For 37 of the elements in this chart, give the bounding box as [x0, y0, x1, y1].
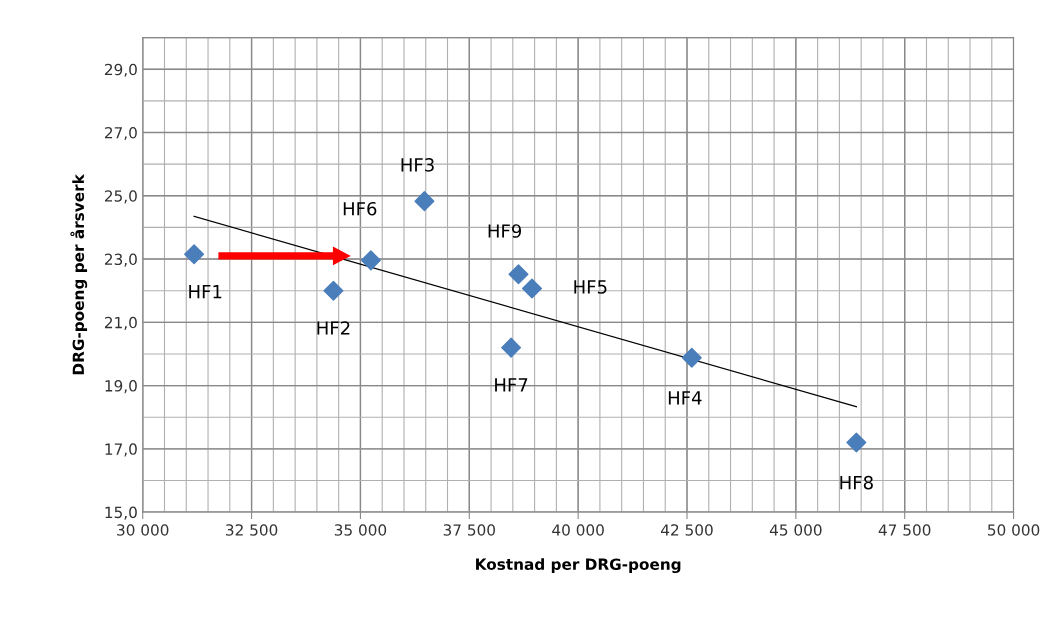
annotation: HF1 — [189, 285, 222, 299]
x-tick-label: 32 500 — [226, 524, 278, 536]
y-tick-label: 17,0 — [105, 443, 137, 457]
y-axis-title: DRG-poeng per årsverk — [70, 173, 88, 375]
annotation: HF2 — [317, 321, 350, 335]
point — [184, 244, 205, 265]
y-tick-label: 21,0 — [104, 316, 137, 330]
point — [501, 337, 522, 358]
x-tick-label: 35 000 — [334, 524, 387, 536]
x-axis-title: Kostnad per DRG-poeng — [476, 558, 681, 574]
annotation: HF8 — [840, 475, 873, 490]
point — [323, 280, 344, 301]
point — [414, 191, 435, 212]
annotation: HF5 — [574, 280, 607, 294]
y-tick-label: 23,0 — [104, 253, 137, 267]
annotation: HF6 — [343, 201, 377, 216]
annotation: HF7 — [495, 378, 528, 392]
annotation: HF4 — [668, 391, 702, 405]
y-tick-label: 29,0 — [104, 63, 137, 77]
x-tick-label: 45 000 — [769, 524, 822, 536]
point — [521, 278, 543, 299]
x-tick-label: 47 500 — [878, 524, 931, 536]
y-tick-label: 19,0 — [105, 380, 137, 394]
x-tick-label: 50 000 — [988, 524, 1040, 536]
annotation: HF3 — [401, 158, 434, 172]
y-tick-label: 25,0 — [104, 190, 137, 204]
point — [681, 347, 702, 368]
x-tick-label: 42 500 — [661, 524, 713, 536]
x-tick-label: 40 000 — [552, 524, 604, 536]
x-tick-label: 30 000 — [117, 524, 169, 536]
y-tick-label: 27,0 — [104, 127, 137, 141]
point — [360, 250, 381, 271]
point — [508, 264, 529, 285]
x-tick-label: 37 500 — [443, 524, 495, 536]
point — [846, 432, 867, 453]
annotation: HF9 — [488, 224, 522, 238]
y-tick-label: 15,0 — [105, 506, 137, 520]
